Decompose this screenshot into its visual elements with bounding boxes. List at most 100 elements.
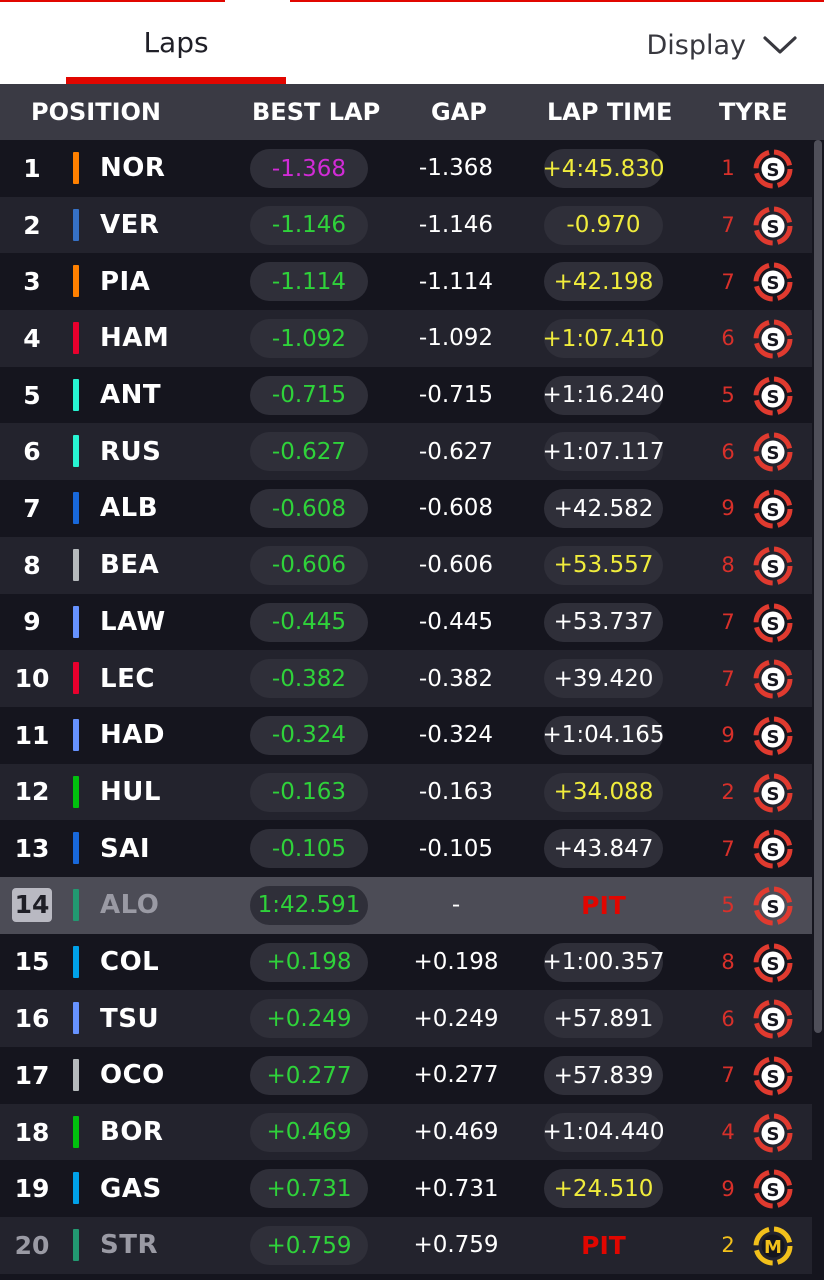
tyre-compound-letter: S (767, 954, 780, 975)
best-lap-pill: +0.731 (250, 1169, 368, 1209)
best-lap-pill: -0.715 (250, 375, 368, 415)
tyre-compound-icon: S (753, 262, 793, 302)
table-row[interactable]: 16 TSU +0.249 +0.249 +57.891 6 S (0, 990, 812, 1047)
team-color-bar (73, 435, 79, 468)
gap-value: +0.277 (413, 1062, 499, 1089)
position-cell: 1 (0, 140, 64, 197)
driver-code[interactable]: NOR (100, 153, 166, 184)
driver-code[interactable]: BEA (100, 550, 160, 581)
tyre-compound-icon: S (753, 546, 793, 586)
tyre-compound-letter: S (767, 1180, 780, 1201)
driver-code[interactable]: BOR (100, 1117, 164, 1148)
table-row[interactable]: 5 ANT -0.715 -0.715 +1:16.240 5 S (0, 366, 812, 424)
driver-code[interactable]: PIA (100, 266, 151, 297)
table-row[interactable]: 6 RUS -0.627 -0.627 +1:07.117 6 S (0, 423, 812, 481)
tyre-age: 7 (721, 269, 735, 294)
position-cell: 16 (0, 990, 64, 1047)
driver-code[interactable]: HUL (100, 776, 161, 807)
driver-code[interactable]: GAS (100, 1173, 162, 1204)
table-row[interactable]: 9 LAW -0.445 -0.445 +53.737 7 S (0, 593, 812, 651)
tyre-compound-letter: S (767, 443, 780, 464)
gap-value: +0.249 (413, 1005, 499, 1032)
gap-value: -0.715 (418, 382, 494, 409)
table-row[interactable]: 15 COL +0.198 +0.198 +1:00.357 8 S (0, 933, 812, 991)
tyre-compound-icon: M (753, 1226, 793, 1266)
table-row[interactable]: 17 OCO +0.277 +0.277 +57.839 7 S (0, 1047, 812, 1104)
driver-code[interactable]: LEC (100, 663, 155, 694)
best-lap-pill: -0.163 (250, 772, 368, 812)
tyre-compound-icon: S (753, 716, 793, 756)
table-row[interactable]: 19 GAS +0.731 +0.731 +24.510 9 S (0, 1160, 812, 1218)
position-cell: 9 (0, 594, 64, 651)
table-row[interactable]: 18 BOR +0.469 +0.469 +1:04.440 4 S (0, 1103, 812, 1161)
driver-code[interactable]: VER (100, 210, 160, 241)
driver-code[interactable]: HAD (100, 720, 165, 751)
best-lap-pill: -0.382 (250, 659, 368, 699)
driver-code[interactable]: ALO (100, 890, 160, 921)
tyre-age: 7 (721, 1063, 735, 1088)
tyre-age: 4 (721, 1120, 735, 1145)
tyre-compound-icon: S (753, 829, 793, 869)
table-row[interactable]: 10 LEC -0.382 -0.382 +39.420 7 S (0, 650, 812, 707)
scrollbar-thumb[interactable] (814, 140, 822, 1033)
column-header-gap[interactable]: GAP (431, 98, 487, 126)
table-row[interactable]: 2 VER -1.146 -1.146 -0.970 7 S (0, 196, 812, 254)
table-row[interactable]: 3 PIA -1.114 -1.114 +42.198 7 S (0, 253, 812, 311)
gap-value: -0.382 (418, 665, 494, 692)
timing-table: 1 NOR -1.368 -1.368 +4:45.830 1 S 2 VER … (0, 140, 812, 1274)
tab-active-indicator (66, 77, 286, 84)
driver-code[interactable]: TSU (100, 1003, 160, 1034)
tyre-compound-letter: S (767, 557, 780, 578)
team-color-bar (73, 605, 79, 638)
driver-code[interactable]: STR (100, 1230, 158, 1261)
display-dropdown[interactable]: Display (646, 24, 798, 66)
lap-time-pill: +1:00.357 (542, 942, 665, 982)
column-header-best-lap[interactable]: BEST LAP (252, 98, 381, 126)
best-lap-pill: -0.606 (250, 545, 368, 585)
lap-time-pill: +1:16.240 (542, 375, 665, 415)
column-header-position[interactable]: POSITION (31, 98, 161, 126)
best-lap-pill: +0.277 (250, 1056, 368, 1095)
position-cell: 8 (0, 537, 64, 594)
driver-code[interactable]: OCO (100, 1060, 165, 1091)
tab-laps[interactable]: Laps (66, 0, 286, 84)
lap-time-pill: +4:45.830 (542, 149, 665, 188)
position-cell: 15 (0, 934, 64, 991)
table-row[interactable]: 12 HUL -0.163 -0.163 +34.088 2 S (0, 763, 812, 821)
team-color-bar (73, 208, 79, 241)
tyre-compound-letter: M (764, 1237, 782, 1258)
driver-code[interactable]: ANT (100, 380, 162, 411)
top-bar: Laps Display (0, 0, 824, 84)
position-number: 6 (23, 437, 41, 467)
driver-code[interactable]: LAW (100, 606, 166, 637)
driver-code[interactable]: HAM (100, 323, 170, 354)
driver-code[interactable]: COL (100, 946, 160, 977)
table-row[interactable]: 20 STR +0.759 +0.759 PIT 2 M (0, 1217, 812, 1274)
table-row[interactable]: 7 ALB -0.608 -0.608 +42.582 9 S (0, 480, 812, 537)
best-lap-pill: +0.759 (250, 1226, 368, 1266)
driver-code[interactable]: RUS (100, 436, 162, 467)
table-row[interactable]: 11 HAD -0.324 -0.324 +1:04.165 9 S (0, 706, 812, 764)
team-color-bar (73, 378, 79, 411)
best-lap-pill: -0.324 (250, 715, 368, 755)
table-row[interactable]: 4 HAM -1.092 -1.092 +1:07.410 6 S (0, 310, 812, 367)
team-color-bar (73, 265, 79, 298)
scrollbar[interactable] (812, 140, 824, 1280)
best-lap-pill: 1:42.591 (250, 885, 368, 925)
table-row[interactable]: 14 ALO 1:42.591 - PIT 5 S (0, 876, 812, 934)
driver-code[interactable]: SAI (100, 833, 151, 864)
driver-code[interactable]: ALB (100, 493, 159, 524)
column-header-lap-time[interactable]: LAP TIME (547, 98, 673, 126)
position-cell: 13 (0, 820, 64, 877)
gap-value: -0.627 (418, 438, 494, 465)
tyre-age: 5 (721, 893, 735, 918)
best-lap-pill: +0.249 (250, 999, 368, 1039)
position-cell: 11 (0, 707, 64, 764)
table-row[interactable]: 1 NOR -1.368 -1.368 +4:45.830 1 S (0, 140, 812, 197)
top-accent-line (290, 0, 824, 2)
team-color-bar (73, 662, 79, 695)
column-header-tyre[interactable]: TYRE (719, 98, 788, 126)
table-row[interactable]: 13 SAI -0.105 -0.105 +43.847 7 S (0, 820, 812, 877)
table-row[interactable]: 8 BEA -0.606 -0.606 +53.557 8 S (0, 536, 812, 594)
tyre-compound-letter: S (767, 1010, 780, 1031)
